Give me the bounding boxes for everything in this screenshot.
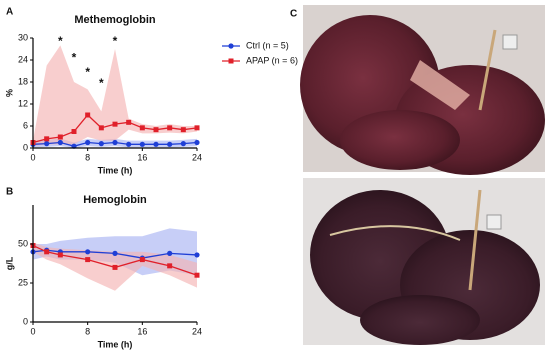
marker xyxy=(180,127,186,133)
legend-label: Ctrl (n = 5) xyxy=(246,40,289,50)
photo-bottom xyxy=(303,178,545,345)
marker xyxy=(194,125,200,131)
marker xyxy=(139,257,145,263)
x-axis-label: Time (h) xyxy=(98,339,133,349)
y-tick-label: 24 xyxy=(18,54,28,64)
y-tick-label: 50 xyxy=(18,238,28,248)
x-axis-label: Time (h) xyxy=(98,165,133,175)
panel-label: B xyxy=(6,187,13,198)
marker xyxy=(57,139,63,146)
x-tick-label: 16 xyxy=(137,326,147,336)
chart-title: Methemoglobin xyxy=(74,14,156,26)
marker xyxy=(194,139,200,146)
panel-label: A xyxy=(6,7,13,18)
x-tick-label: 24 xyxy=(192,326,202,336)
marker xyxy=(153,141,159,147)
marker xyxy=(57,134,63,140)
error-band xyxy=(33,45,197,147)
annotation: * xyxy=(113,34,118,48)
marker xyxy=(194,272,200,278)
marker xyxy=(167,250,173,256)
marker xyxy=(85,249,91,255)
legend-marker xyxy=(228,43,234,49)
x-tick-label: 16 xyxy=(137,152,147,162)
y-tick-label: 0 xyxy=(23,142,28,152)
marker xyxy=(112,139,118,146)
x-tick-label: 0 xyxy=(30,152,35,162)
legend-label: APAP (n = 6) xyxy=(246,55,298,65)
marker xyxy=(71,129,77,134)
marker xyxy=(98,141,104,147)
marker xyxy=(44,136,50,142)
marker xyxy=(126,119,132,125)
marker xyxy=(57,252,63,258)
marker xyxy=(194,252,200,258)
y-tick-label: 0 xyxy=(23,316,28,326)
marker xyxy=(112,250,118,256)
panel-label: C xyxy=(290,9,297,20)
annotation: * xyxy=(58,34,63,48)
marker xyxy=(139,141,145,147)
y-axis-label: g/L xyxy=(4,256,14,270)
x-tick-label: 8 xyxy=(85,326,90,336)
marker xyxy=(126,141,132,147)
marker xyxy=(112,121,118,127)
marker xyxy=(167,263,173,269)
y-tick-label: 25 xyxy=(18,277,28,287)
annotation: * xyxy=(85,65,90,79)
y-tick-label: 30 xyxy=(18,32,28,42)
marker xyxy=(85,257,91,263)
y-tick-label: 6 xyxy=(23,120,28,130)
y-tick-label: 18 xyxy=(18,76,28,86)
y-tick-label: 12 xyxy=(18,98,28,108)
x-tick-label: 24 xyxy=(192,152,202,162)
marker xyxy=(139,125,145,131)
marker xyxy=(85,139,91,146)
x-tick-label: 0 xyxy=(30,326,35,336)
marker xyxy=(112,264,118,270)
y-axis-label: % xyxy=(4,89,14,97)
legend-marker xyxy=(228,58,234,64)
x-tick-label: 8 xyxy=(85,152,90,162)
marker xyxy=(167,141,173,147)
photo-top xyxy=(300,5,545,175)
annotation: * xyxy=(99,76,104,90)
marker xyxy=(44,141,50,147)
annotation: * xyxy=(72,50,77,64)
marker xyxy=(167,125,173,131)
marker xyxy=(180,141,186,147)
marker xyxy=(98,125,104,131)
marker xyxy=(44,249,50,255)
marker xyxy=(85,112,91,118)
chart-title: Hemoglobin xyxy=(83,194,147,206)
marker xyxy=(153,127,159,133)
